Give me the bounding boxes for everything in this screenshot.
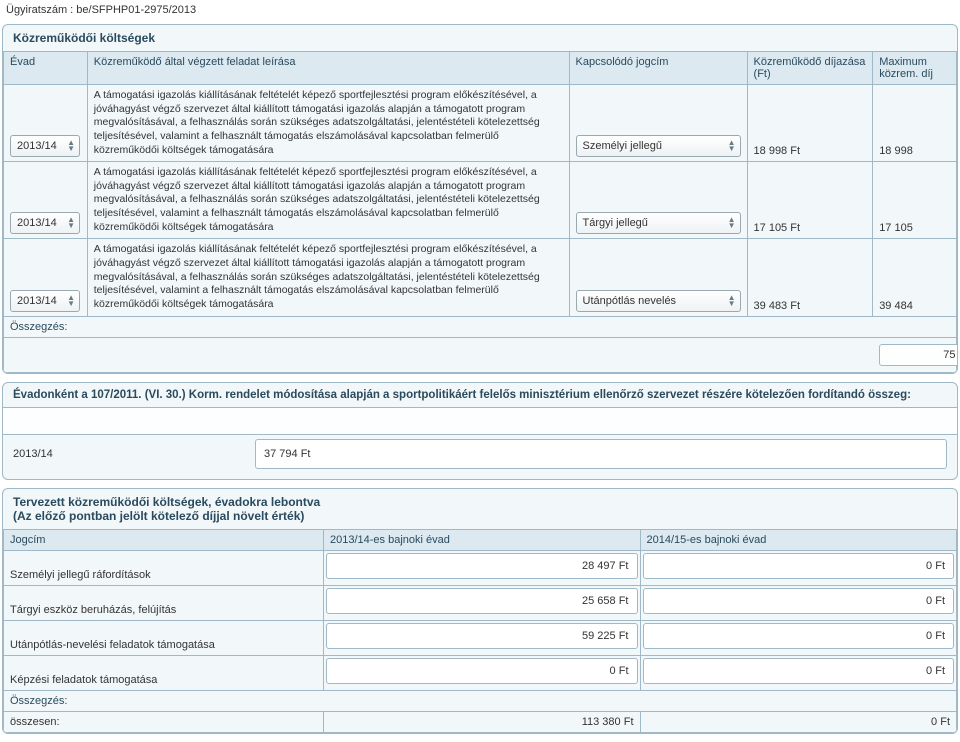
stepper-icon: ▲▼ <box>728 140 736 152</box>
y1-value[interactable]: 59 225 Ft <box>326 623 638 649</box>
task-description: A támogatási igazolás kiállításának felt… <box>94 89 563 157</box>
panel-title: Közreműködői költségek <box>3 25 957 51</box>
summary-label: Összegzés: <box>4 316 957 337</box>
contributor-table: Évad Közreműködő által végzett feladat l… <box>3 51 957 373</box>
row-label: Személyi jellegű ráfordítások <box>4 550 324 585</box>
y2-value[interactable]: 0 Ft <box>643 658 955 684</box>
mandatory-value-input[interactable]: 37 794 Ft <box>255 439 947 469</box>
panel-mandatory-amount: Évadonként a 107/2011. (VI. 30.) Korm. r… <box>2 382 958 480</box>
table-row: 2013/14 ▲▼ A támogatási igazolás kiállítás… <box>4 85 957 162</box>
jogcim-value: Utánpótlás nevelés <box>583 295 677 307</box>
season-select[interactable]: 2013/14 ▲▼ <box>10 290 80 312</box>
jogcim-select[interactable]: Tárgyi jellegű ▲▼ <box>576 212 741 234</box>
table-row: 2013/14 ▲▼ A támogatási igazolás kiállítás… <box>4 239 957 316</box>
y1-value[interactable]: 28 497 Ft <box>326 553 638 579</box>
row-label: Képzési feladatok támogatása <box>4 655 324 690</box>
th-desc: Közreműködő által végzett feladat leírás… <box>87 52 569 85</box>
jogcim-value: Személyi jellegű <box>583 140 662 152</box>
table-header-row: Évad Közreműködő által végzett feladat l… <box>4 52 957 85</box>
y1-value[interactable]: 0 Ft <box>326 658 638 684</box>
y2-value[interactable]: 0 Ft <box>643 623 955 649</box>
th-jogcim: Kapcsolódó jogcím <box>569 52 747 85</box>
fee-value: 39 483 Ft <box>747 239 873 316</box>
season-value: 2013/14 <box>17 140 57 152</box>
panel-title: Évadonként a 107/2011. (VI. 30.) Korm. r… <box>3 383 957 407</box>
season-select[interactable]: 2013/14 ▲▼ <box>10 135 80 157</box>
planned-costs-table: Jogcím 2013/14-es bajnoki évad 2014/15-e… <box>3 529 957 733</box>
total-y2: 0 Ft <box>640 711 957 732</box>
max-value: 17 105 <box>873 162 957 239</box>
max-value: 18 998 <box>873 85 957 162</box>
total-y1: 113 380 Ft <box>324 711 641 732</box>
season-value: 2013/14 <box>17 217 57 229</box>
stepper-icon: ▲▼ <box>67 217 75 229</box>
y2-value[interactable]: 0 Ft <box>643 553 955 579</box>
mandatory-year: 2013/14 <box>13 439 243 469</box>
th-fee: Közreműködő díjazása (Ft) <box>747 52 873 85</box>
table-header-row: Jogcím 2013/14-es bajnoki évad 2014/15-e… <box>4 529 957 550</box>
panel-planned-costs: Tervezett közreműködői költségek, évadok… <box>2 488 958 734</box>
total-row: összesen: 113 380 Ft 0 Ft <box>4 711 957 732</box>
season-value: 2013/14 <box>17 295 57 307</box>
y1-value[interactable]: 25 658 Ft <box>326 588 638 614</box>
summary-label-row: Összegzés: <box>4 316 957 337</box>
th-evad: Évad <box>4 52 88 85</box>
y2-value[interactable]: 0 Ft <box>643 588 955 614</box>
table-row: Tárgyi eszköz beruházás, felújítás25 658… <box>4 585 957 620</box>
row-label: Utánpótlás-nevelési feladatok támogatása <box>4 620 324 655</box>
task-description: A támogatási igazolás kiállításának felt… <box>94 166 563 234</box>
table-row: Személyi jellegű ráfordítások28 497 Ft0 … <box>4 550 957 585</box>
summary-label-row: Összegzés: <box>4 690 957 711</box>
stepper-icon: ▲▼ <box>67 140 75 152</box>
jogcim-value: Tárgyi jellegű <box>583 217 648 229</box>
panel-contributor-costs: Közreműködői költségek Évad Közreműködő … <box>2 24 958 374</box>
fee-value: 18 998 Ft <box>747 85 873 162</box>
season-select[interactable]: 2013/14 ▲▼ <box>10 212 80 234</box>
max-value: 39 484 <box>873 239 957 316</box>
total-label: összesen: <box>4 711 324 732</box>
stepper-icon: ▲▼ <box>67 295 75 307</box>
th-y2: 2014/15-es bajnoki évad <box>640 529 957 550</box>
summary-value: 75 586 Ft <box>879 344 958 366</box>
stepper-icon: ▲▼ <box>728 217 736 229</box>
case-number: Ügyiratszám : be/SFPHP01-2975/2013 <box>0 0 960 22</box>
fee-value: 17 105 Ft <box>747 162 873 239</box>
summary-value-row: 75 586 Ft <box>4 337 957 372</box>
th-y1: 2013/14-es bajnoki évad <box>324 529 641 550</box>
jogcim-select[interactable]: Személyi jellegű ▲▼ <box>576 135 741 157</box>
task-description: A támogatási igazolás kiállításának felt… <box>94 243 563 311</box>
stepper-icon: ▲▼ <box>728 295 736 307</box>
mandatory-value: 37 794 Ft <box>264 448 310 460</box>
th-jogcim: Jogcím <box>4 529 324 550</box>
summary-label: Összegzés: <box>4 690 957 711</box>
jogcim-select[interactable]: Utánpótlás nevelés ▲▼ <box>576 290 741 312</box>
th-max: Maximum közrem. díj <box>873 52 957 85</box>
row-label: Tárgyi eszköz beruházás, felújítás <box>4 585 324 620</box>
table-row: 2013/14 ▲▼ A támogatási igazolás kiállítás… <box>4 162 957 239</box>
panel-title: Tervezett közreműködői költségek, évadok… <box>3 489 957 529</box>
table-row: Utánpótlás-nevelési feladatok támogatása… <box>4 620 957 655</box>
table-row: Képzési feladatok támogatása0 Ft0 Ft <box>4 655 957 690</box>
